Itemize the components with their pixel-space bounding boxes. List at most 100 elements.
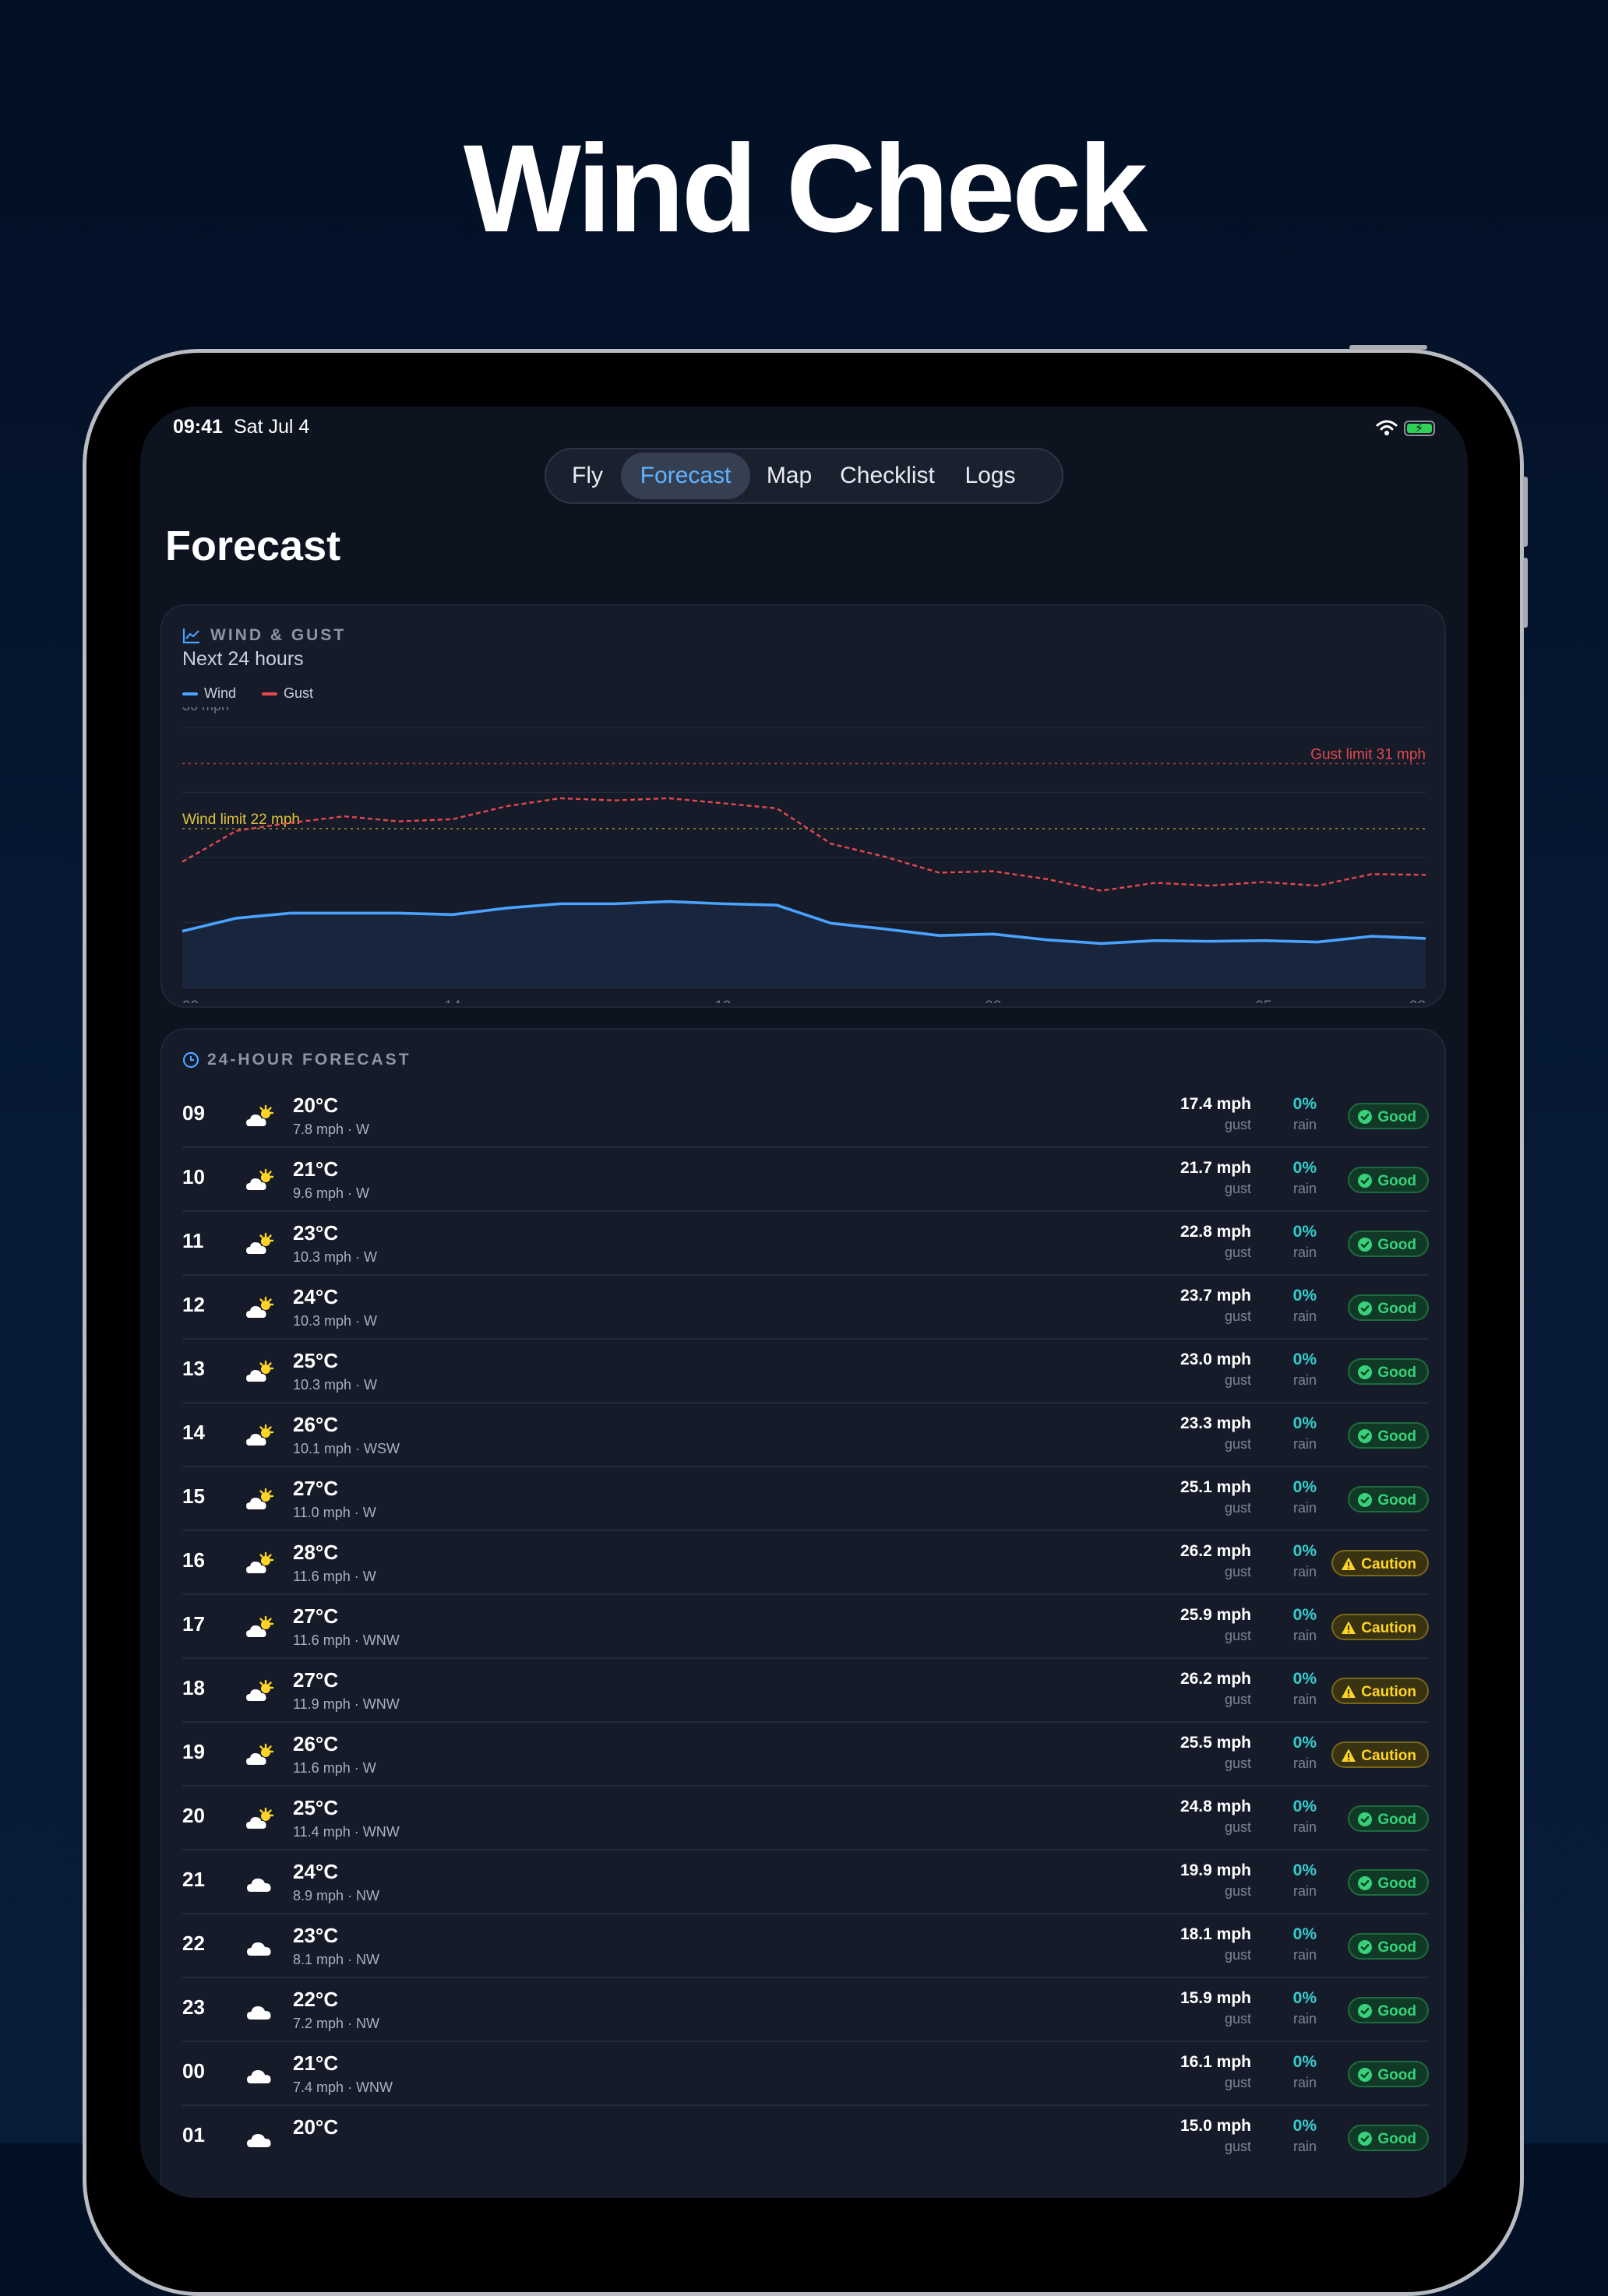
gust-series-line <box>182 797 1426 892</box>
check-circle-icon <box>1357 2067 1377 2083</box>
forecast-row[interactable]: 19 26°C 11.6 mph · W 25.5 mph gust 0% rain Caut… <box>182 1723 1429 1787</box>
legend-wind: Wind <box>182 685 236 702</box>
row-gust-value: 15.9 mph <box>1180 1989 1251 2007</box>
row-wind: 11.6 mph · W <box>293 1760 376 1776</box>
row-gust-label: gust <box>1224 1245 1251 1260</box>
row-rain-label: rain <box>1292 1564 1317 1579</box>
forecast-card-label: 24-HOUR FORECAST <box>207 1051 411 1069</box>
row-rain-label: rain <box>1292 1500 1317 1516</box>
cloud-icon <box>245 1868 276 1899</box>
check-circle-icon <box>1357 1492 1377 1509</box>
forecast-row[interactable]: 21 24°C 8.9 mph · NW 19.9 mph gust 0% rain Good <box>182 1851 1429 1914</box>
forecast-row[interactable]: 11 23°C 10.3 mph · W 22.8 mph gust 0% rain Good <box>182 1212 1429 1276</box>
status-badge: Good <box>1348 1486 1429 1512</box>
row-wind: 10.1 mph · WSW <box>293 1441 400 1456</box>
forecast-row[interactable]: 16 28°C 11.6 mph · W 26.2 mph gust 0% rain Caut… <box>182 1531 1429 1595</box>
check-circle-icon <box>1357 1237 1377 1253</box>
device-volume-down <box>1523 558 1528 628</box>
forecast-row[interactable]: 15 27°C 11.0 mph · W 25.1 mph gust 0% rain Good <box>182 1467 1429 1531</box>
status-badge: Caution <box>1331 1550 1429 1576</box>
tab-logs[interactable]: Logs <box>964 463 1016 488</box>
partly-sunny-icon <box>245 1101 276 1132</box>
row-temperature: 26°C <box>293 1413 339 1436</box>
forecast-row[interactable]: 22 23°C 8.1 mph · NW 18.1 mph gust 0% rain Good <box>182 1914 1429 1978</box>
legend-gust: Gust <box>262 685 313 702</box>
app-screen: 09:41 Sat Jul 4 ⚡ Fly Forecast Map Check… <box>140 407 1468 2198</box>
chart-card-label: WIND & GUST <box>210 626 347 644</box>
row-temperature: 21°C <box>293 2051 339 2075</box>
row-rain-value: 0% <box>1292 1542 1317 1560</box>
row-gust-value: 26.2 mph <box>1180 1670 1251 1688</box>
row-hour: 16 <box>182 1548 205 1572</box>
status-badge: Good <box>1348 1869 1429 1896</box>
forecast-row[interactable]: 14 26°C 10.1 mph · WSW 23.3 mph gust 0% rain Go… <box>182 1403 1429 1467</box>
forecast-row[interactable]: 20 25°C 11.4 mph · WNW 24.8 mph gust 0% rain Go… <box>182 1787 1429 1851</box>
tab-forecast[interactable]: Forecast <box>621 453 750 499</box>
tab-map[interactable]: Map <box>766 463 813 488</box>
status-badge: Good <box>1348 1422 1429 1449</box>
row-hour: 20 <box>182 1804 205 1827</box>
status-badge-label: Good <box>1377 1492 1416 1509</box>
row-rain-label: rain <box>1292 2075 1317 2090</box>
row-temperature: 23°C <box>293 1924 339 1947</box>
chart-line-icon <box>182 629 199 644</box>
warning-icon <box>1341 1684 1361 1700</box>
status-badge-label: Good <box>1377 2067 1416 2083</box>
status-badge-label: Good <box>1377 1365 1416 1381</box>
row-hour: 19 <box>182 1740 205 1763</box>
row-gust-value: 15.0 mph <box>1180 2117 1251 2135</box>
partly-sunny-icon <box>245 1484 276 1516</box>
row-temperature: 23°C <box>293 1221 339 1245</box>
row-rain-label: rain <box>1292 2139 1317 2154</box>
chart-legend: Wind Gust <box>182 685 335 702</box>
row-temperature: 24°C <box>293 1860 339 1883</box>
forecast-row[interactable]: 01 20°C 15.0 mph gust 0% rain Good <box>182 2106 1429 2170</box>
forecast-row[interactable]: 12 24°C 10.3 mph · W 23.7 mph gust 0% rain Good <box>182 1276 1429 1340</box>
row-temperature: 20°C <box>293 1093 339 1117</box>
row-wind: 7.8 mph · W <box>293 1122 370 1137</box>
row-temperature: 27°C <box>293 1477 339 1500</box>
forecast-row[interactable]: 00 21°C 7.4 mph · WNW 16.1 mph gust 0% rain Goo… <box>182 2042 1429 2106</box>
check-circle-icon <box>1357 1365 1377 1381</box>
row-gust-label: gust <box>1224 1947 1251 1963</box>
row-wind: 11.4 mph · WNW <box>293 1824 400 1840</box>
row-hour: 21 <box>182 1868 205 1891</box>
row-wind: 11.0 mph · W <box>293 1505 376 1520</box>
status-badge-label: Good <box>1377 1428 1416 1445</box>
partly-sunny-icon <box>245 1165 276 1196</box>
tab-checklist[interactable]: Checklist <box>840 463 935 488</box>
device-volume-up <box>1523 477 1528 547</box>
check-circle-icon <box>1357 2003 1377 2020</box>
forecast-row[interactable]: 10 21°C 9.6 mph · W 21.7 mph gust 0% rain Good <box>182 1148 1429 1212</box>
row-rain-label: rain <box>1292 1181 1317 1196</box>
row-gust-value: 26.2 mph <box>1180 1542 1251 1560</box>
row-gust-value: 25.1 mph <box>1180 1478 1251 1496</box>
row-gust-value: 18.1 mph <box>1180 1925 1251 1943</box>
row-rain-value: 0% <box>1292 1925 1317 1943</box>
status-badge: Good <box>1348 1805 1429 1832</box>
row-rain-label: rain <box>1292 1883 1317 1899</box>
status-badge: Caution <box>1331 1678 1429 1704</box>
status-badge: Good <box>1348 1358 1429 1385</box>
partly-sunny-icon <box>245 1421 276 1452</box>
forecast-row[interactable]: 18 27°C 11.9 mph · WNW 26.2 mph gust 0% rain Ca… <box>182 1659 1429 1723</box>
status-badge: Good <box>1348 1167 1429 1193</box>
status-badge-label: Good <box>1377 1939 1416 1956</box>
tab-fly[interactable]: Fly <box>572 463 603 488</box>
forecast-row[interactable]: 09 20°C 7.8 mph · W 17.4 mph gust 0% rain Good <box>182 1084 1429 1148</box>
partly-sunny-icon <box>245 1229 276 1260</box>
row-temperature: 24°C <box>293 1285 339 1308</box>
forecast-row[interactable]: 23 22°C 7.2 mph · NW 15.9 mph gust 0% rain Good <box>182 1978 1429 2042</box>
check-circle-icon <box>1357 1301 1377 1317</box>
cloud-icon <box>245 1932 276 1963</box>
row-wind: 11.9 mph · WNW <box>293 1696 400 1712</box>
row-gust-value: 25.9 mph <box>1180 1606 1251 1624</box>
status-badge-label: Caution <box>1361 1620 1416 1636</box>
status-badge-label: Good <box>1377 1875 1416 1892</box>
row-rain-label: rain <box>1292 1692 1317 1707</box>
row-rain-label: rain <box>1292 1947 1317 1963</box>
forecast-row[interactable]: 13 25°C 10.3 mph · W 23.0 mph gust 0% rain Good <box>182 1340 1429 1403</box>
forecast-row[interactable]: 17 27°C 11.6 mph · WNW 25.9 mph gust 0% rain Ca… <box>182 1595 1429 1659</box>
row-rain-value: 0% <box>1292 1989 1317 2007</box>
partly-sunny-icon <box>245 1804 276 1835</box>
